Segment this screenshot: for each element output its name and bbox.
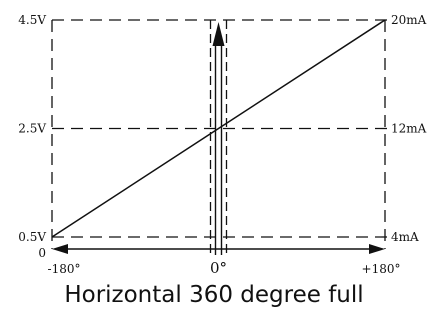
chart-caption: Horizontal 360 degree full: [64, 282, 364, 308]
x-tick-label-2: +180°: [362, 262, 401, 276]
y-right-tick-label-1: 12mA: [391, 122, 427, 136]
right-arrow-head: [369, 244, 385, 254]
series-layer: [51, 19, 386, 238]
up-arrow-head: [212, 22, 225, 46]
y-right-tick-label-2: 4mA: [391, 230, 419, 244]
grid-lines: [51, 19, 391, 254]
tick-labels: 4.5V 2.5V 0.5V 0 20mA 12mA 4mA -180° 0° +180°: [18, 13, 426, 277]
y-left-tick-label-1: 2.5V: [18, 122, 46, 136]
y-left-tick-label-3: 0: [38, 246, 46, 260]
y-left-tick-label-0: 4.5V: [18, 13, 46, 27]
series-line-0-0: [51, 19, 386, 238]
x-tick-label-1: 0°: [210, 259, 227, 277]
left-arrow-head: [52, 244, 68, 254]
y-right-tick-label-0: 20mA: [391, 13, 427, 27]
x-tick-label-0: -180°: [48, 262, 81, 276]
y-left-tick-label-2: 0.5V: [18, 230, 46, 244]
axes: [52, 22, 385, 255]
